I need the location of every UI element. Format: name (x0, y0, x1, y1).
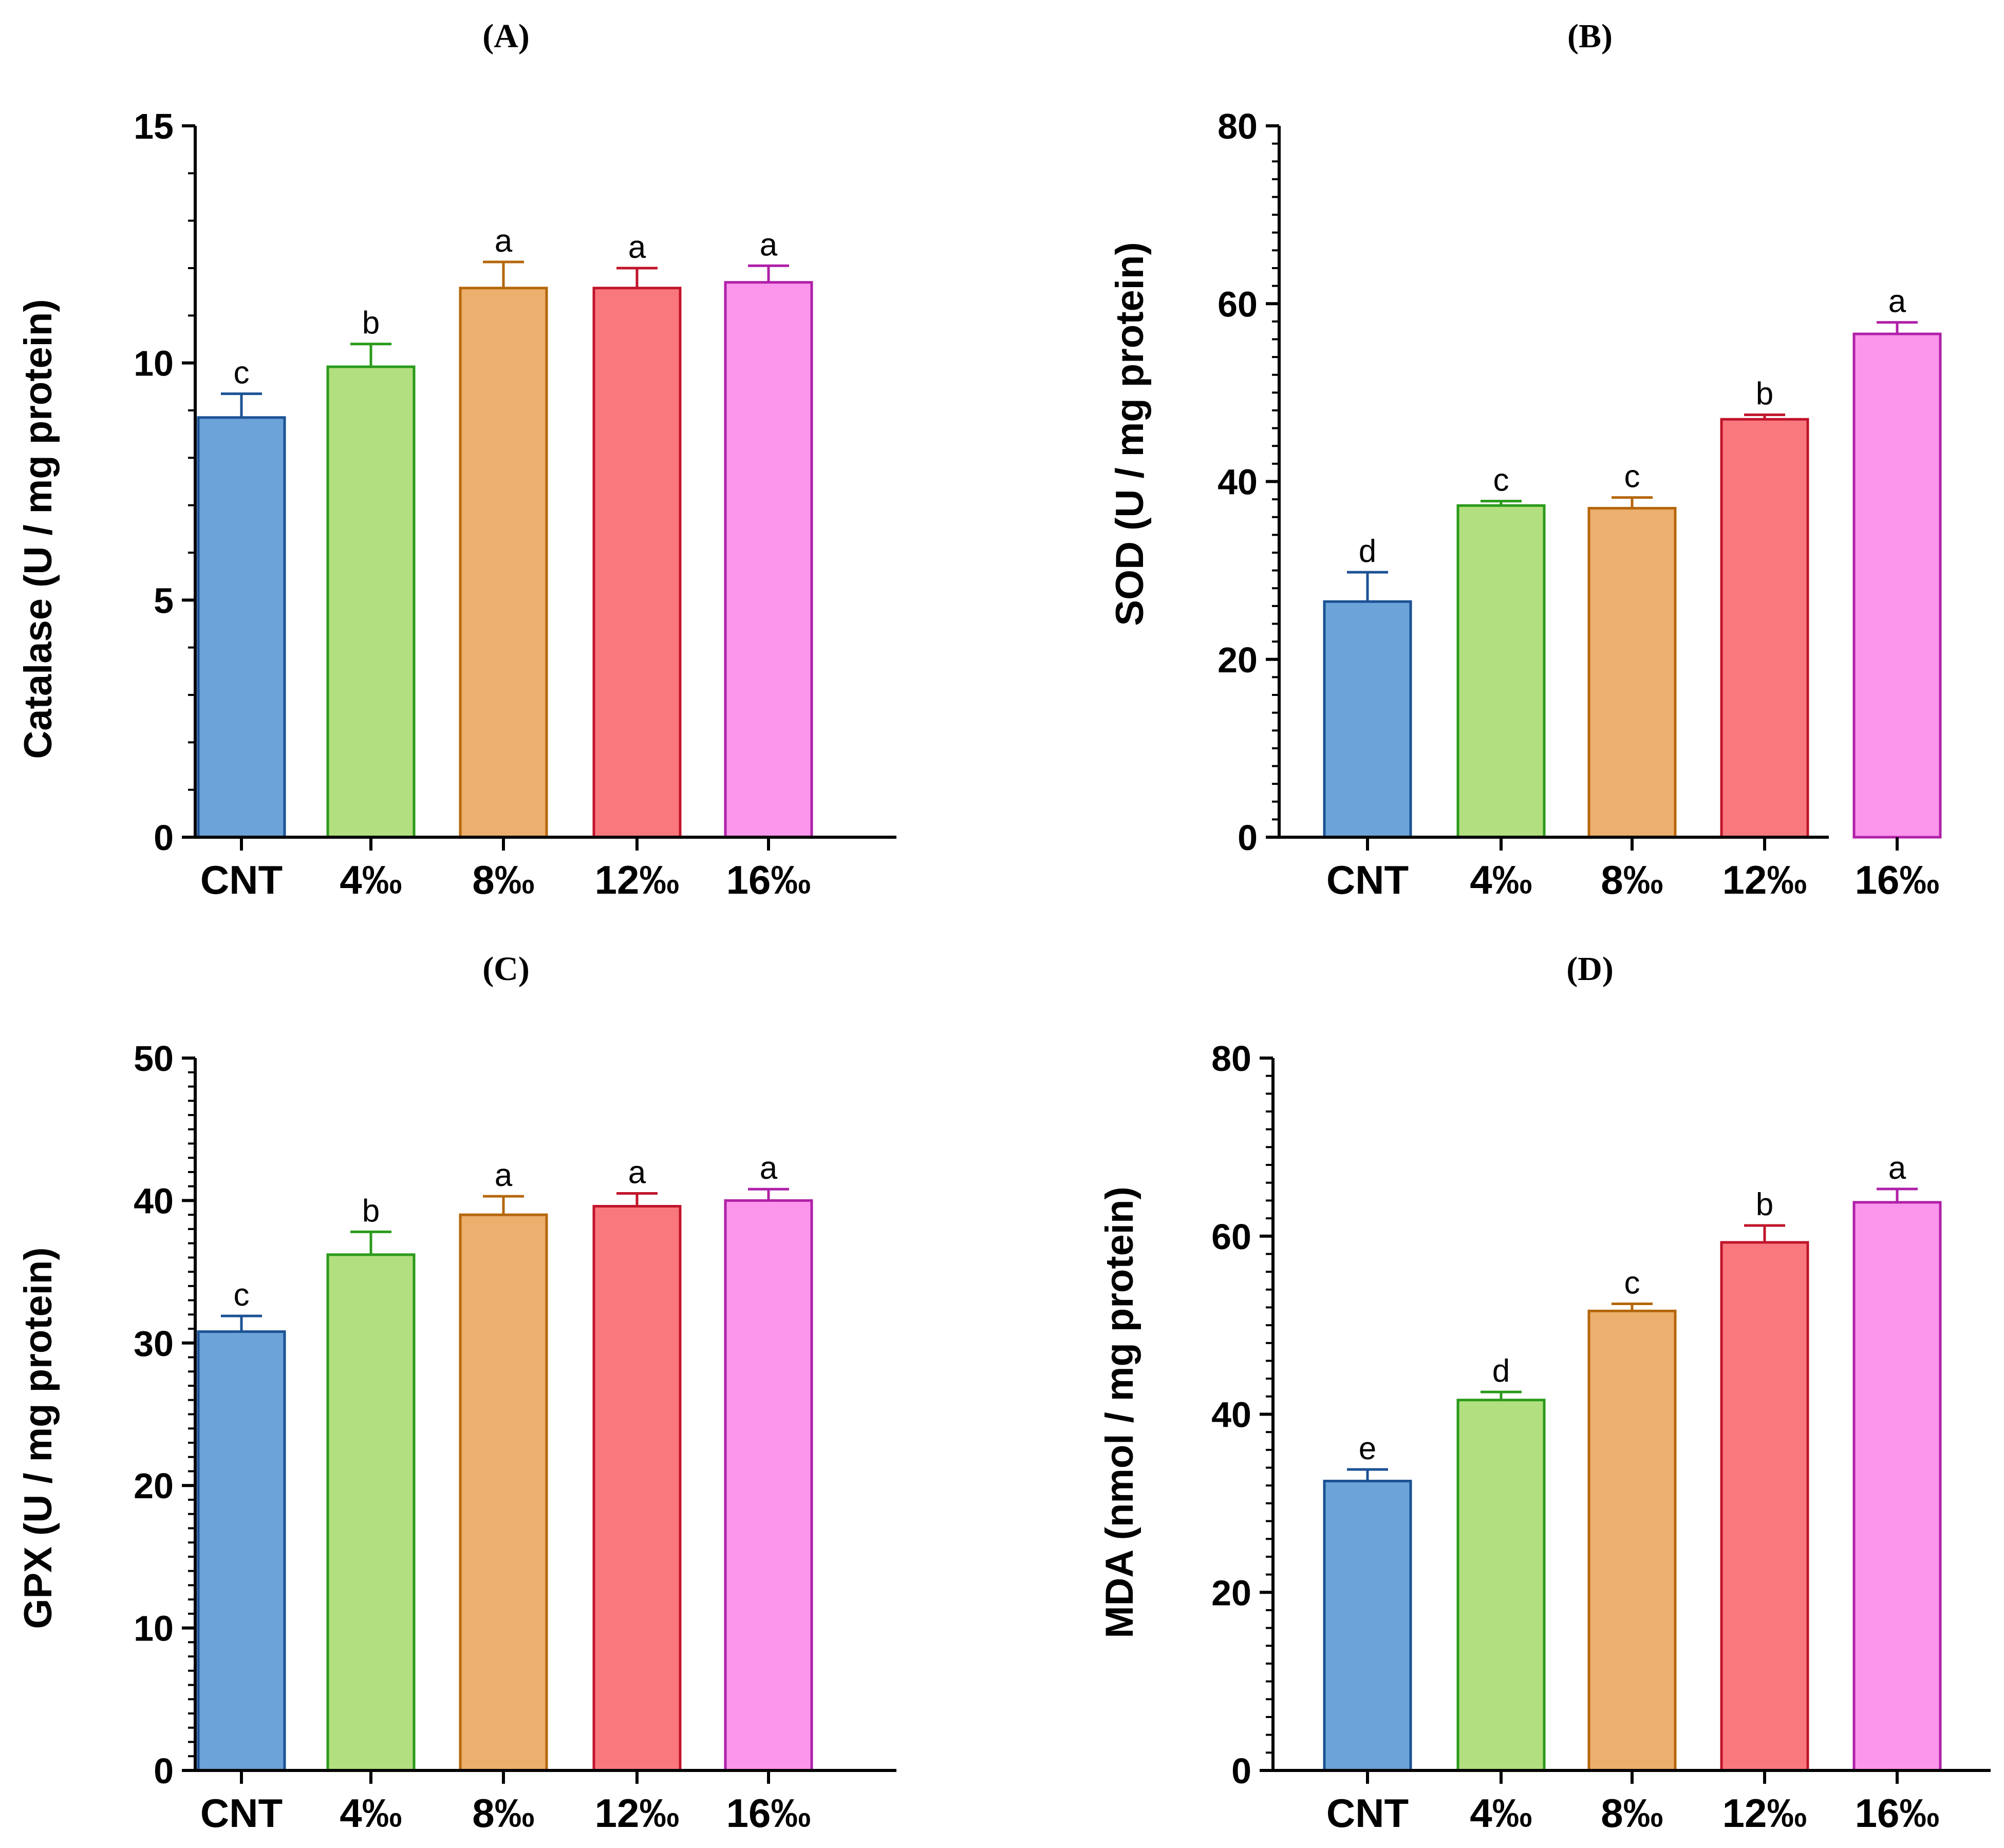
y-tick-label: 50 (134, 1039, 174, 1079)
y-tick-label: 20 (134, 1466, 174, 1506)
x-tick-label: 4‰ (340, 1790, 402, 1836)
x-tick-label: CNT (200, 1790, 283, 1836)
y-axis-label: GPX (U / mg protein) (16, 1247, 60, 1629)
bar (197, 1330, 286, 1772)
significance-label: c (234, 1277, 250, 1313)
y-axis-label: MDA (nmol / mg protein) (1098, 1186, 1141, 1638)
x-tick-label: 12‰ (595, 1790, 680, 1836)
significance-label: a (628, 230, 646, 265)
bar (1852, 332, 1942, 839)
chart-panel-b: (B) SOD (U / mg protein) 0 20 40 60 80 d CNT c 4‰ c… (1108, 17, 1942, 902)
y-tick-label: 20 (1211, 1573, 1251, 1613)
y-tick-label: 0 (1231, 1751, 1251, 1791)
bar (326, 1253, 416, 1772)
bar (197, 416, 286, 839)
y-tick-label: 10 (134, 1609, 174, 1649)
significance-label: a (1888, 284, 1906, 319)
chart-panel-a: (A) Catalase (U / mg protein) 0 5 10 15 c CNT b 4… (16, 17, 896, 902)
significance-label: a (760, 227, 778, 262)
significance-label: d (1492, 1353, 1510, 1389)
x-tick-label: 4‰ (340, 857, 402, 902)
bar (1720, 418, 1809, 839)
x-tick-label: CNT (1326, 857, 1409, 902)
x-tick-label: 12‰ (1722, 857, 1807, 902)
significance-label: a (760, 1151, 778, 1186)
y-tick-label: 20 (1218, 640, 1258, 680)
chart-panel-c: (C) GPX (U / mg protein) 0 10 20 30 40 50 c CNT b 4… (16, 950, 896, 1836)
bar (1323, 1480, 1412, 1772)
y-tick-label: 30 (134, 1324, 174, 1364)
y-tick-label: 10 (134, 344, 174, 384)
x-tick-label: 4‰ (1470, 857, 1532, 902)
bar (1456, 1399, 1546, 1772)
x-tick-label: 8‰ (1601, 1790, 1663, 1836)
significance-label: e (1359, 1431, 1376, 1466)
x-tick-label: 8‰ (472, 857, 534, 902)
x-tick-label: 12‰ (595, 857, 680, 902)
significance-label: c (1493, 463, 1509, 498)
x-tick-label: 16‰ (1855, 857, 1940, 902)
chart-title: (C) (482, 950, 530, 988)
y-tick-label: 80 (1211, 1039, 1251, 1079)
y-axis-label: SOD (U / mg protein) (1108, 242, 1152, 626)
y-axis-label: Catalase (U / mg protein) (16, 299, 60, 759)
significance-label: c (1624, 1266, 1640, 1301)
y-tick-label: 40 (1218, 462, 1258, 502)
significance-label: c (234, 355, 250, 391)
chart-title: (B) (1567, 17, 1613, 55)
x-tick-label: 8‰ (1601, 857, 1663, 902)
significance-label: a (628, 1155, 646, 1191)
significance-label: a (495, 1158, 513, 1193)
y-tick-label: 0 (154, 818, 174, 858)
bar (724, 1199, 813, 1772)
significance-label: b (362, 306, 380, 341)
x-tick-label: 12‰ (1722, 1790, 1807, 1836)
x-tick-label: 8‰ (472, 1790, 534, 1836)
bar (592, 1204, 682, 1772)
y-tick-label: 15 (134, 106, 174, 146)
bar (1587, 506, 1677, 839)
chart-title: (A) (482, 17, 530, 55)
x-tick-label: 16‰ (1855, 1790, 1940, 1836)
y-tick-label: 40 (1211, 1395, 1251, 1435)
y-tick-label: 0 (1238, 818, 1258, 858)
y-tick-label: 60 (1218, 284, 1258, 324)
y-tick-label: 40 (134, 1181, 174, 1221)
bar (1456, 504, 1546, 839)
x-tick-label: 16‰ (726, 1790, 811, 1836)
significance-label: c (1624, 459, 1640, 495)
bar (1323, 600, 1412, 839)
chart-panel-d: (D) MDA (nmol / mg protein) 0 20 40 60 80 e CNT d… (1098, 950, 1991, 1836)
significance-label: d (1359, 534, 1376, 569)
bar (459, 287, 548, 839)
significance-label: a (1888, 1151, 1906, 1186)
bar (592, 287, 682, 839)
y-tick-label: 5 (154, 580, 174, 620)
y-tick-label: 60 (1211, 1217, 1251, 1257)
significance-label: b (1756, 1187, 1773, 1222)
bar (724, 281, 813, 839)
y-tick-label: 80 (1218, 106, 1258, 146)
bar (326, 365, 416, 839)
x-tick-label: CNT (1326, 1790, 1409, 1836)
x-tick-label: 16‰ (726, 857, 811, 902)
significance-label: a (495, 223, 513, 259)
significance-label: b (362, 1193, 380, 1229)
x-tick-label: CNT (200, 857, 283, 902)
bar (1720, 1241, 1809, 1772)
significance-label: b (1756, 376, 1773, 412)
bar (1852, 1201, 1942, 1772)
bar (1587, 1309, 1677, 1772)
bar (459, 1213, 548, 1772)
chart-title: (D) (1566, 950, 1614, 988)
y-tick-label: 0 (154, 1751, 174, 1791)
x-tick-label: 4‰ (1470, 1790, 1532, 1836)
